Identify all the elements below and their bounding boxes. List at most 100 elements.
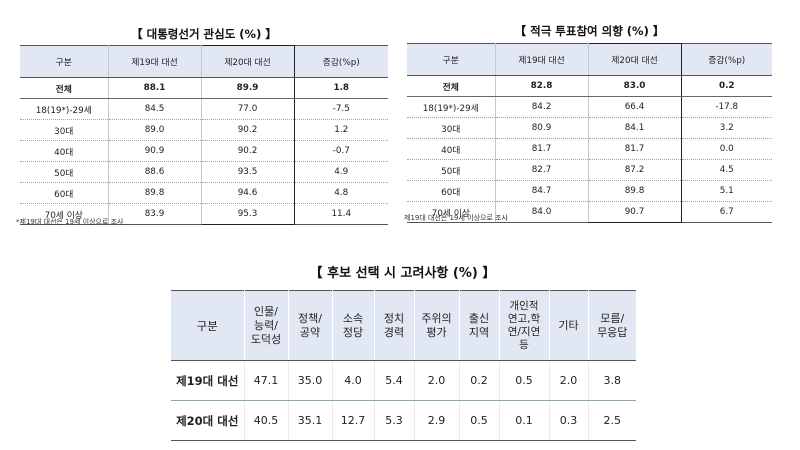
cell-20th: 95.3 — [200, 203, 295, 225]
header-no-answer: 모름/ 무응답 — [588, 290, 636, 361]
cell-20th: 66.4 — [587, 96, 682, 118]
table-row: 50대 88.6 93.5 4.9 — [20, 161, 388, 183]
cell-20th: 87.2 — [587, 159, 682, 181]
cell-19th: 88.6 — [108, 161, 202, 183]
table-row: 50대 82.7 87.2 4.5 — [407, 159, 772, 181]
table-row: 40대 81.7 81.7 0.0 — [407, 138, 772, 160]
header-reputation: 주위의 평가 — [414, 290, 460, 361]
header-career: 정치 경력 — [374, 290, 415, 361]
row-label: 제19대 대선 — [171, 360, 245, 401]
cell-20th: 90.2 — [200, 119, 295, 141]
table-row: 18(19*)-29세 84.2 66.4 -17.8 — [407, 96, 772, 118]
cell-20th: 90.7 — [587, 201, 682, 223]
cell-19th: 84.2 — [495, 96, 589, 118]
voting-intention-table: 구분 제19대 대선 제20대 대선 증감(%p) 전체 82.8 83.0 0… — [407, 43, 772, 223]
row-label: 70세 이상 — [407, 201, 496, 223]
cell-19th: 82.7 — [495, 159, 589, 181]
cell-change: 6.7 — [681, 201, 772, 223]
row-label: 60대 — [20, 182, 109, 204]
row-label: 50대 — [20, 161, 109, 183]
cell-20th: 81.7 — [587, 138, 682, 160]
cell-19th: 84.7 — [495, 180, 589, 202]
table-header-row: 구분 제19대 대선 제20대 대선 증감(%p) — [407, 43, 772, 76]
header-party: 소속 정당 — [332, 290, 375, 361]
row-label: 40대 — [20, 140, 109, 162]
row-label: 30대 — [407, 117, 496, 139]
table-row: 전체 82.8 83.0 0.2 — [407, 75, 772, 97]
header-region: 출신 지역 — [459, 290, 500, 361]
cell-20th: 83.0 — [587, 75, 682, 97]
cell-19th: 88.1 — [108, 77, 202, 99]
cell-personal-ties: 0.1 — [499, 400, 550, 441]
table-row: 60대 89.8 94.6 4.8 — [20, 182, 388, 204]
cell-change: -7.5 — [294, 98, 388, 120]
header-category: 구분 — [20, 45, 109, 78]
header-20th: 제20대 대선 — [200, 45, 295, 78]
row-label: 70세 이상 — [20, 203, 109, 225]
cell-change: -0.7 — [294, 140, 388, 162]
header-policy: 정책/ 공약 — [288, 290, 333, 361]
cell-20th: 84.1 — [587, 117, 682, 139]
cell-policy: 35.0 — [288, 360, 333, 401]
header-change: 증감(%p) — [681, 43, 772, 76]
table1-note: *제19대 대선은 19세 이상으로 조사 — [16, 218, 124, 226]
header-19th: 제19대 대선 — [108, 45, 202, 78]
table-row: 18(19*)-29세 84.5 77.0 -7.5 — [20, 98, 388, 120]
header-character: 인물/ 능력/ 도덕성 — [244, 290, 289, 361]
cell-change: 4.9 — [294, 161, 388, 183]
table1-title: 【 대통령선거 관심도 (%) 】 — [131, 27, 277, 41]
table-row: 제20대 대선 40.5 35.1 12.7 5.3 2.9 0.5 0.1 0… — [171, 400, 636, 441]
table-row: 전체 88.1 89.9 1.8 — [20, 77, 388, 99]
cell-20th: 94.6 — [200, 182, 295, 204]
cell-career: 5.4 — [374, 360, 415, 401]
row-label: 60대 — [407, 180, 496, 202]
row-label: 18(19*)-29세 — [20, 98, 109, 120]
header-19th: 제19대 대선 — [495, 43, 589, 76]
header-20th: 제20대 대선 — [587, 43, 682, 76]
cell-character: 47.1 — [244, 360, 289, 401]
row-label: 50대 — [407, 159, 496, 181]
header-personal-ties: 개인적 연고,학 연/지연 등 — [499, 290, 550, 361]
table-row: 60대 84.7 89.8 5.1 — [407, 180, 772, 202]
cell-20th: 90.2 — [200, 140, 295, 162]
table2-note: 제19대 대선은 19세 이상으로 조사 — [404, 214, 508, 222]
cell-19th: 90.9 — [108, 140, 202, 162]
table-row: 70세 이상 84.0 90.7 6.7 — [407, 201, 772, 223]
cell-change: 5.1 — [681, 180, 772, 202]
row-label: 40대 — [407, 138, 496, 160]
cell-change: 0.0 — [681, 138, 772, 160]
cell-20th: 93.5 — [200, 161, 295, 183]
cell-change: 0.2 — [681, 75, 772, 97]
cell-personal-ties: 0.5 — [499, 360, 550, 401]
header-category: 구분 — [407, 43, 496, 76]
cell-19th: 89.8 — [108, 182, 202, 204]
cell-19th: 84.0 — [495, 201, 589, 223]
cell-change: 1.8 — [294, 77, 388, 99]
table-row: 제19대 대선 47.1 35.0 4.0 5.4 2.0 0.2 0.5 2.… — [171, 360, 636, 401]
row-label: 18(19*)-29세 — [407, 96, 496, 118]
candidate-factors-table: 구분 인물/ 능력/ 도덕성 정책/ 공약 소속 정당 정치 경력 주위의 평가… — [171, 290, 636, 441]
cell-no-answer: 2.5 — [588, 400, 636, 441]
header-change: 증감(%p) — [294, 45, 388, 78]
election-interest-table: 구분 제19대 대선 제20대 대선 증감(%p) 전체 88.1 89.9 1… — [20, 45, 388, 225]
cell-reputation: 2.9 — [414, 400, 460, 441]
cell-20th: 89.8 — [587, 180, 682, 202]
cell-party: 12.7 — [332, 400, 375, 441]
table3-title: 【 후보 선택 시 고려사항 (%) 】 — [309, 266, 496, 281]
cell-character: 40.5 — [244, 400, 289, 441]
cell-change: 3.2 — [681, 117, 772, 139]
cell-region: 0.2 — [459, 360, 500, 401]
cell-change: 1.2 — [294, 119, 388, 141]
table2-title: 【 적극 투표참여 의향 (%) 】 — [514, 24, 665, 38]
cell-19th: 81.7 — [495, 138, 589, 160]
table-row: 30대 80.9 84.1 3.2 — [407, 117, 772, 139]
header-other: 기타 — [549, 290, 589, 361]
cell-change: 4.8 — [294, 182, 388, 204]
table-header-row: 구분 제19대 대선 제20대 대선 증감(%p) — [20, 45, 388, 78]
table-header-row: 구분 인물/ 능력/ 도덕성 정책/ 공약 소속 정당 정치 경력 주위의 평가… — [171, 290, 636, 361]
header-category: 구분 — [171, 290, 245, 361]
cell-19th: 84.5 — [108, 98, 202, 120]
cell-reputation: 2.0 — [414, 360, 460, 401]
cell-other: 0.3 — [549, 400, 589, 441]
row-label: 전체 — [20, 77, 109, 99]
